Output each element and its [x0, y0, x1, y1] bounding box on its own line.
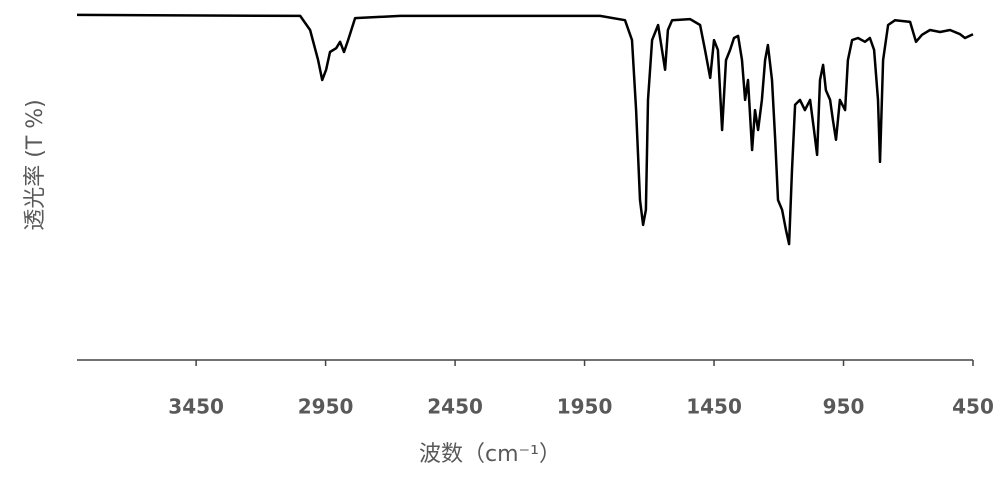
- x-tick-label: 2450: [427, 395, 483, 419]
- spectrum-line: [76, 13, 974, 246]
- x-tick-label: 2950: [298, 395, 354, 419]
- x-axis-label: 波数（cm⁻¹）: [419, 442, 561, 467]
- x-tick-label: 450: [952, 395, 994, 419]
- x-tick-label: 3450: [168, 395, 224, 419]
- y-axis-label: 透光率 (T %): [23, 99, 48, 231]
- x-tick-label: 950: [823, 395, 865, 419]
- x-tick-label: 1450: [686, 395, 742, 419]
- x-tick-label: 1950: [557, 395, 613, 419]
